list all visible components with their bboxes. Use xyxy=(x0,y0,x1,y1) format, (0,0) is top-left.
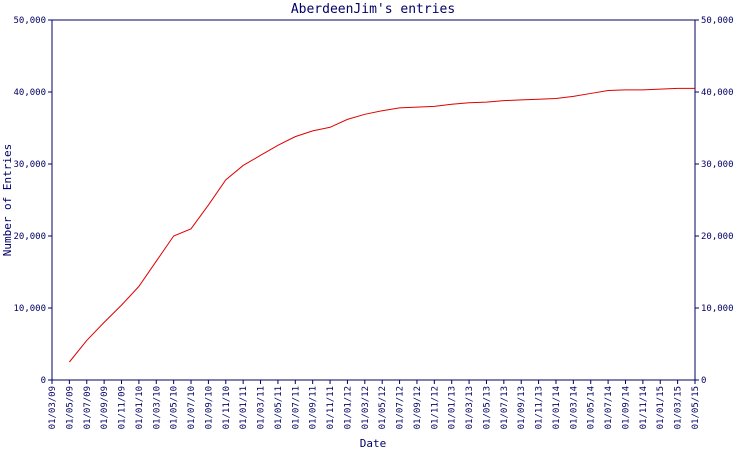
x-tick-label: 01/03/11 xyxy=(257,386,267,429)
x-tick-label: 01/11/11 xyxy=(326,386,336,429)
x-tick-label: 01/03/09 xyxy=(48,386,58,429)
x-tick-label: 01/03/10 xyxy=(152,386,162,429)
y2-tick-label: 0 xyxy=(701,376,706,386)
x-tick-label: 01/03/13 xyxy=(465,386,475,429)
x-tick-label: 01/01/12 xyxy=(343,386,353,429)
x-tick-label: 01/09/10 xyxy=(204,386,214,429)
x-axis-label: Date xyxy=(360,437,387,450)
y-axis-label: Number of Entries xyxy=(1,144,14,257)
x-tick-label: 01/09/09 xyxy=(100,386,110,429)
x-tick-label: 01/07/10 xyxy=(187,386,197,429)
x-tick-label: 01/07/09 xyxy=(83,386,93,429)
x-tick-label: 01/05/10 xyxy=(170,386,180,429)
y-tick-label: 0 xyxy=(41,376,46,386)
x-tick-label: 01/09/12 xyxy=(413,386,423,429)
x-tick-label: 01/07/12 xyxy=(396,386,406,429)
x-tick-label: 01/03/15 xyxy=(674,386,684,429)
y2-tick-label: 40,000 xyxy=(701,88,734,98)
x-tick-label: 01/05/13 xyxy=(482,386,492,429)
x-tick-label: 01/09/13 xyxy=(517,386,527,429)
x-tick-label: 01/05/12 xyxy=(378,386,388,429)
x-tick-label: 01/07/11 xyxy=(291,386,301,429)
y2-tick-label: 30,000 xyxy=(701,160,734,170)
x-tick-label: 01/05/09 xyxy=(65,386,75,429)
y2-tick-label: 10,000 xyxy=(701,304,734,314)
x-tick-label: 01/01/15 xyxy=(656,386,666,429)
y-tick-label: 30,000 xyxy=(13,160,46,170)
x-tick-label: 01/11/14 xyxy=(639,386,649,429)
chart-title: AberdeenJim's entries xyxy=(291,2,455,17)
y-tick-label: 20,000 xyxy=(13,232,46,242)
y-tick-label: 10,000 xyxy=(13,304,46,314)
x-tick-label: 01/01/13 xyxy=(448,386,458,429)
x-tick-label: 01/11/10 xyxy=(222,386,232,429)
x-tick-label: 01/05/15 xyxy=(691,386,701,429)
x-tick-label: 01/01/10 xyxy=(135,386,145,429)
x-tick-label: 01/01/11 xyxy=(239,386,249,429)
x-tick-label: 01/09/11 xyxy=(309,386,319,429)
y-tick-label: 50,000 xyxy=(13,16,46,26)
plot-frame xyxy=(51,19,696,381)
y2-tick-label: 20,000 xyxy=(701,232,734,242)
x-tick-label: 01/11/13 xyxy=(535,386,545,429)
x-tick-label: 01/07/14 xyxy=(604,386,614,429)
x-tick-label: 01/11/09 xyxy=(118,386,128,429)
x-tick-label: 01/05/14 xyxy=(587,386,597,429)
y2-tick-label: 50,000 xyxy=(701,16,734,26)
x-tick-label: 01/11/12 xyxy=(430,386,440,429)
x-tick-label: 01/01/14 xyxy=(552,386,562,429)
data-line xyxy=(68,87,695,363)
x-tick-label: 01/05/11 xyxy=(274,386,284,429)
x-tick-label: 01/09/14 xyxy=(621,386,631,429)
x-tick-label: 01/03/14 xyxy=(569,386,579,429)
x-tick-label: 01/03/12 xyxy=(361,386,371,429)
y-tick-label: 40,000 xyxy=(13,88,46,98)
x-tick-label: 01/07/13 xyxy=(500,386,510,429)
